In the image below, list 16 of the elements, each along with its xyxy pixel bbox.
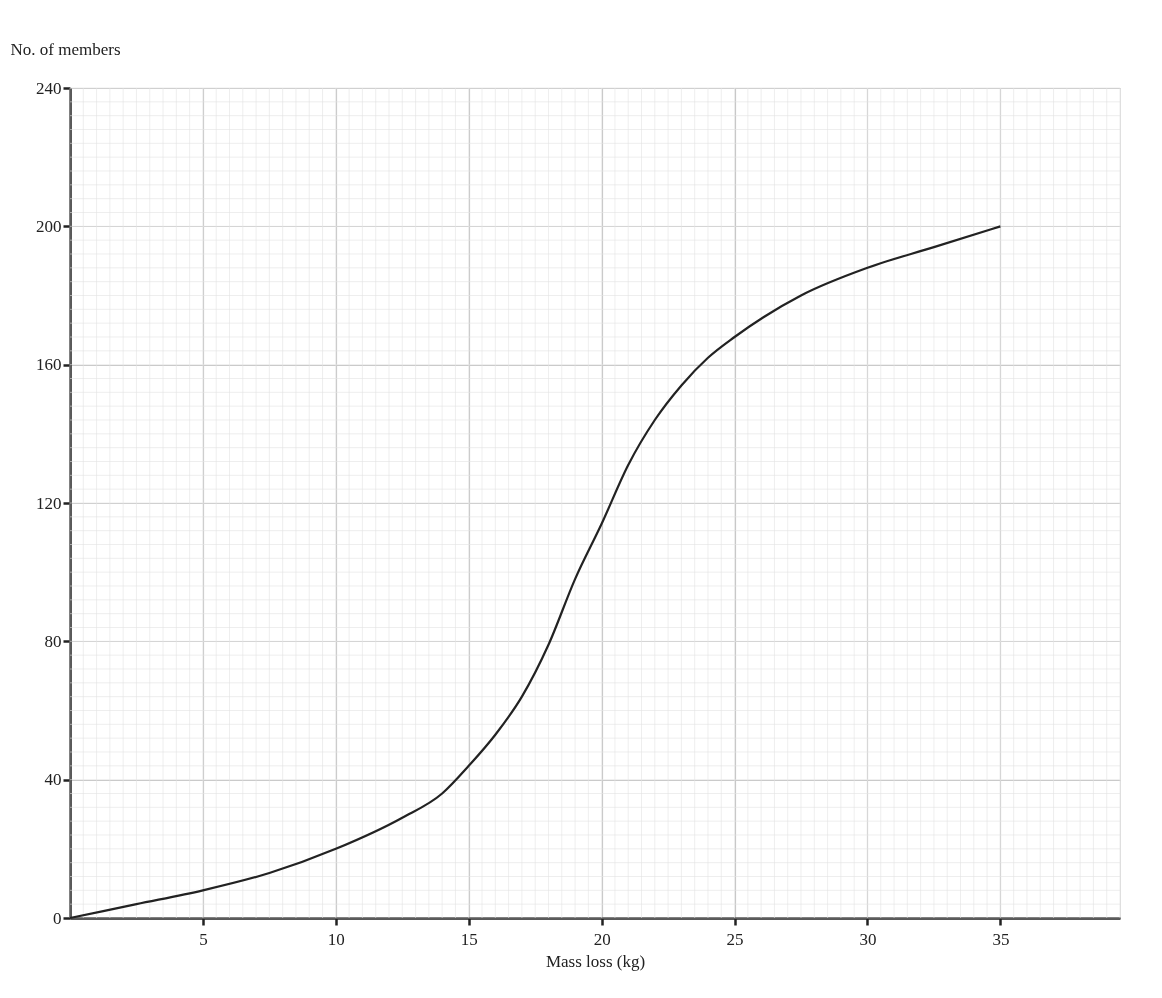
x-axis-title: Mass loss (kg) bbox=[545, 951, 646, 971]
x-tick-label: 20 bbox=[593, 929, 611, 949]
y-tick-label: 160 bbox=[36, 355, 62, 375]
y-tick-label: 40 bbox=[44, 770, 62, 790]
x-tick-label: 5 bbox=[199, 929, 208, 949]
y-tick-label: 80 bbox=[44, 631, 62, 651]
y-tick-label: 120 bbox=[36, 493, 62, 513]
y-tick-label: 0 bbox=[53, 908, 62, 928]
x-tick-label: 30 bbox=[859, 929, 877, 949]
y-tick-label: 240 bbox=[36, 78, 62, 98]
y-axis-title: No. of members bbox=[10, 39, 121, 59]
x-tick-label: 10 bbox=[327, 929, 345, 949]
y-tick-label: 200 bbox=[36, 216, 62, 236]
x-tick-label: 35 bbox=[992, 929, 1010, 949]
x-tick-label: 25 bbox=[726, 929, 744, 949]
x-tick-label: 15 bbox=[460, 929, 478, 949]
